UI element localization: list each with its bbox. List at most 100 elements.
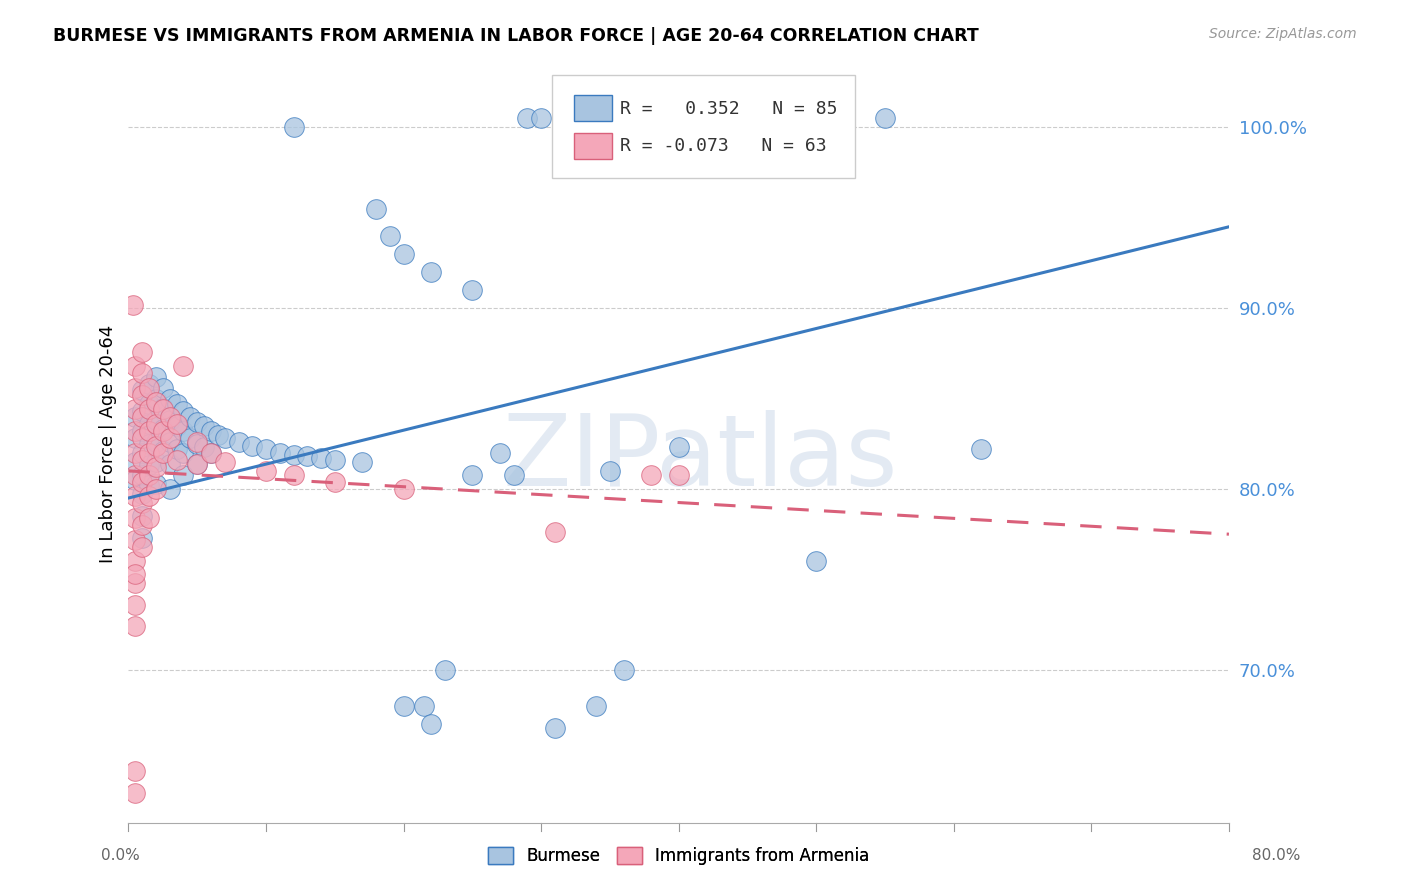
- Point: [283, 120, 305, 135]
- Point: [186, 457, 208, 471]
- Point: [145, 392, 167, 406]
- Point: [207, 427, 229, 442]
- Point: [152, 422, 174, 436]
- Point: [131, 409, 153, 424]
- Point: [152, 402, 174, 417]
- Text: ZIPatlas: ZIPatlas: [503, 410, 898, 508]
- Point: [124, 554, 146, 568]
- Point: [131, 509, 153, 524]
- FancyBboxPatch shape: [574, 133, 612, 159]
- Point: [269, 446, 291, 460]
- Point: [364, 202, 387, 216]
- Point: [152, 446, 174, 460]
- Point: [131, 383, 153, 397]
- Point: [124, 764, 146, 778]
- Point: [186, 437, 208, 451]
- Point: [544, 525, 567, 540]
- Point: [214, 455, 236, 469]
- Point: [159, 431, 181, 445]
- Point: [613, 663, 636, 677]
- Point: [166, 453, 188, 467]
- Point: [240, 439, 263, 453]
- Point: [173, 359, 195, 373]
- Text: 0.0%: 0.0%: [101, 847, 141, 863]
- Point: [585, 698, 607, 713]
- Point: [138, 511, 160, 525]
- Point: [124, 446, 146, 460]
- Point: [640, 467, 662, 482]
- Point: [138, 417, 160, 431]
- Point: [145, 460, 167, 475]
- Point: [145, 395, 167, 409]
- Point: [124, 489, 146, 503]
- Point: [124, 402, 146, 417]
- Point: [413, 698, 436, 713]
- Point: [461, 467, 484, 482]
- Point: [138, 467, 160, 482]
- Point: [254, 464, 277, 478]
- Point: [970, 442, 993, 457]
- Point: [124, 576, 146, 591]
- Point: [159, 457, 181, 471]
- Point: [173, 404, 195, 418]
- Point: [159, 409, 181, 424]
- Point: [166, 417, 188, 431]
- Point: [668, 467, 690, 482]
- Point: [131, 388, 153, 402]
- Point: [145, 439, 167, 453]
- Point: [124, 533, 146, 547]
- Point: [124, 381, 146, 395]
- Point: [166, 418, 188, 433]
- Point: [124, 473, 146, 487]
- Point: [489, 446, 512, 460]
- Point: [145, 482, 167, 496]
- Point: [131, 344, 153, 359]
- Point: [159, 482, 181, 496]
- Point: [145, 417, 167, 431]
- Point: [228, 434, 250, 449]
- Point: [200, 446, 222, 460]
- Point: [138, 377, 160, 392]
- Point: [352, 455, 374, 469]
- Point: [173, 424, 195, 438]
- Point: [131, 431, 153, 445]
- Point: [530, 112, 553, 126]
- Point: [200, 446, 222, 460]
- Point: [131, 496, 153, 510]
- Point: [392, 698, 415, 713]
- Point: [138, 397, 160, 411]
- Point: [668, 441, 690, 455]
- Point: [392, 482, 415, 496]
- Legend: Burmese, Immigrants from Armenia: Burmese, Immigrants from Armenia: [481, 840, 876, 872]
- Point: [124, 409, 146, 424]
- Point: [193, 418, 215, 433]
- Point: [502, 467, 524, 482]
- Point: [166, 397, 188, 411]
- Point: [186, 415, 208, 429]
- Point: [131, 404, 153, 418]
- FancyBboxPatch shape: [553, 76, 855, 178]
- Point: [309, 451, 332, 466]
- Point: [152, 381, 174, 395]
- Point: [214, 431, 236, 445]
- Point: [186, 434, 208, 449]
- Point: [138, 424, 160, 438]
- Point: [131, 453, 153, 467]
- Point: [152, 444, 174, 458]
- Point: [461, 283, 484, 297]
- Point: [297, 450, 319, 464]
- Point: [193, 441, 215, 455]
- Point: [131, 487, 153, 501]
- Point: [433, 663, 456, 677]
- Point: [166, 442, 188, 457]
- Point: [873, 112, 896, 126]
- Point: [283, 448, 305, 462]
- Point: [124, 511, 146, 525]
- Point: [323, 453, 346, 467]
- Point: [131, 446, 153, 460]
- Point: [159, 392, 181, 406]
- Point: [806, 554, 828, 568]
- Point: [323, 475, 346, 489]
- Point: [124, 467, 146, 482]
- Point: [145, 455, 167, 469]
